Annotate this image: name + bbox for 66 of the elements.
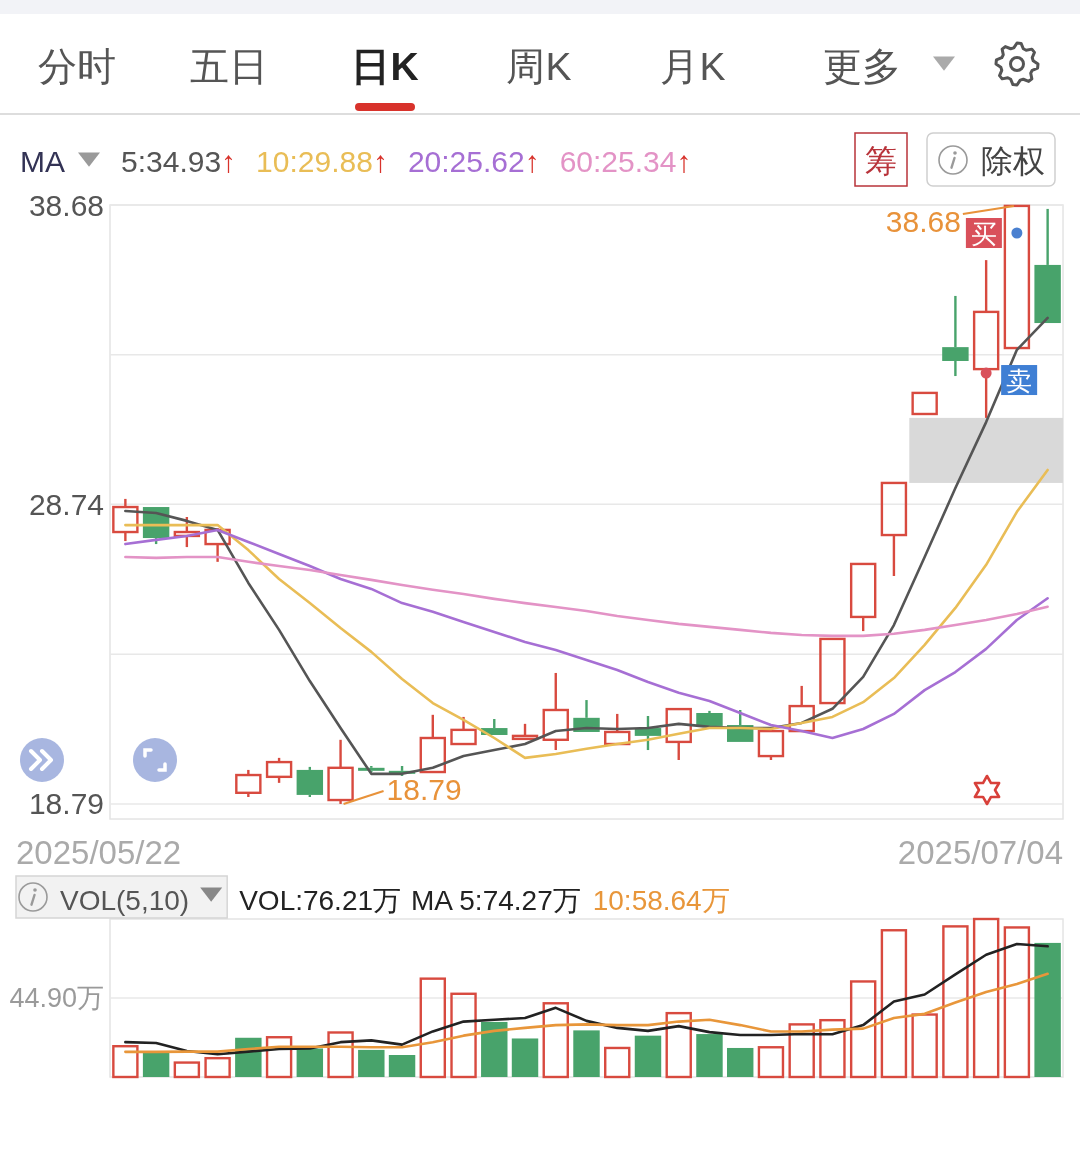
bar: [849, 980, 877, 1079]
annotation: 38.68: [885, 205, 961, 238]
bar: [112, 1045, 139, 1079]
line-series: [124, 555, 1049, 638]
candlestick: [1034, 207, 1061, 324]
candlestick: [665, 707, 692, 762]
bar: [634, 1035, 662, 1077]
button: 除权: [926, 132, 1056, 187]
candlestick: [235, 768, 262, 799]
bar: [450, 992, 477, 1079]
bar: [265, 1036, 293, 1079]
candlestick: [819, 637, 846, 705]
bar: [696, 1034, 723, 1077]
bar: [788, 1023, 815, 1079]
candlestick: [972, 258, 1000, 420]
candlestick: [911, 391, 938, 416]
line-series: [124, 528, 1049, 740]
candlestick: [419, 713, 447, 774]
bar: [604, 1046, 631, 1079]
candlestick: [112, 497, 139, 543]
bar: [726, 1047, 754, 1077]
candlestick: [696, 709, 723, 726]
text: 更多: [823, 45, 901, 88]
bar: [972, 917, 1000, 1079]
text: 月K: [660, 45, 726, 88]
bar: [511, 1038, 539, 1077]
bar: [880, 929, 908, 1079]
annotation: 18.79: [386, 772, 462, 806]
button: 筹: [854, 132, 908, 187]
candlestick: [788, 684, 815, 733]
candlestick: [942, 294, 969, 378]
legend-title: MA: [20, 145, 65, 178]
bar: [358, 1049, 385, 1077]
y-tick-label: 18.79: [28, 787, 104, 821]
bar: [142, 1052, 170, 1077]
y-tick-label: 44.90万: [9, 983, 104, 1013]
bar: [665, 1011, 692, 1079]
bar: [819, 1018, 846, 1079]
candlestick: [880, 481, 908, 578]
text: 2025/05/22: [16, 834, 182, 871]
y-tick-label: 38.68: [28, 188, 104, 222]
legend: VOL(5,10) VOL:76.21万 MA 5:74.27万 10:58.64万: [15, 875, 730, 919]
bar: [296, 1048, 324, 1077]
bar: [573, 1030, 600, 1077]
bar: [1034, 942, 1061, 1077]
text: 五日: [190, 45, 268, 88]
text: 周K: [506, 45, 572, 88]
bar: [1003, 926, 1031, 1079]
bar: [388, 1055, 416, 1077]
text: 日K: [351, 45, 419, 88]
bar: [419, 977, 447, 1079]
text: 分时: [38, 45, 116, 88]
candlestick: [327, 738, 354, 806]
bar: [942, 925, 969, 1079]
bar: [204, 1056, 231, 1079]
bar: [173, 1061, 201, 1079]
legend-title: VOL(5,10): [60, 885, 190, 916]
candlestick: [604, 712, 631, 746]
text: 2025/07/04: [897, 834, 1063, 871]
y-tick-label: 28.74: [28, 487, 104, 521]
legend: MA 5:34.93↑ 10:29.88↑ 20:25.62↑ 60:25.34↑: [20, 145, 692, 178]
bar: [757, 1046, 785, 1079]
bar: [327, 1031, 354, 1079]
bar: [481, 1021, 508, 1077]
bar: [911, 1013, 938, 1079]
bar: [542, 1002, 569, 1079]
